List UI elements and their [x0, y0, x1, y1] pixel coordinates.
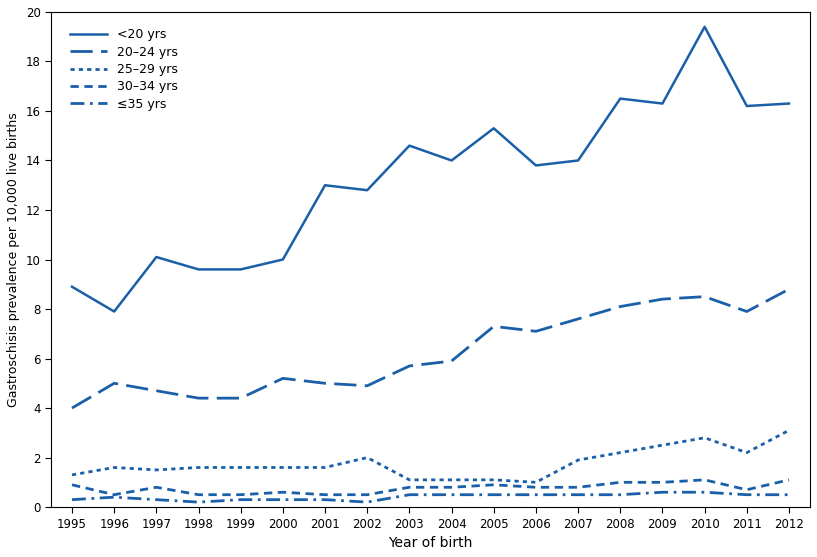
X-axis label: Year of birth: Year of birth [388, 536, 473, 550]
Legend: <20 yrs, 20–24 yrs, 25–29 yrs, 30–34 yrs, ≤35 yrs: <20 yrs, 20–24 yrs, 25–29 yrs, 30–34 yrs… [65, 23, 183, 116]
Y-axis label: Gastroschisis prevalence per 10,000 live births: Gastroschisis prevalence per 10,000 live… [7, 112, 20, 407]
